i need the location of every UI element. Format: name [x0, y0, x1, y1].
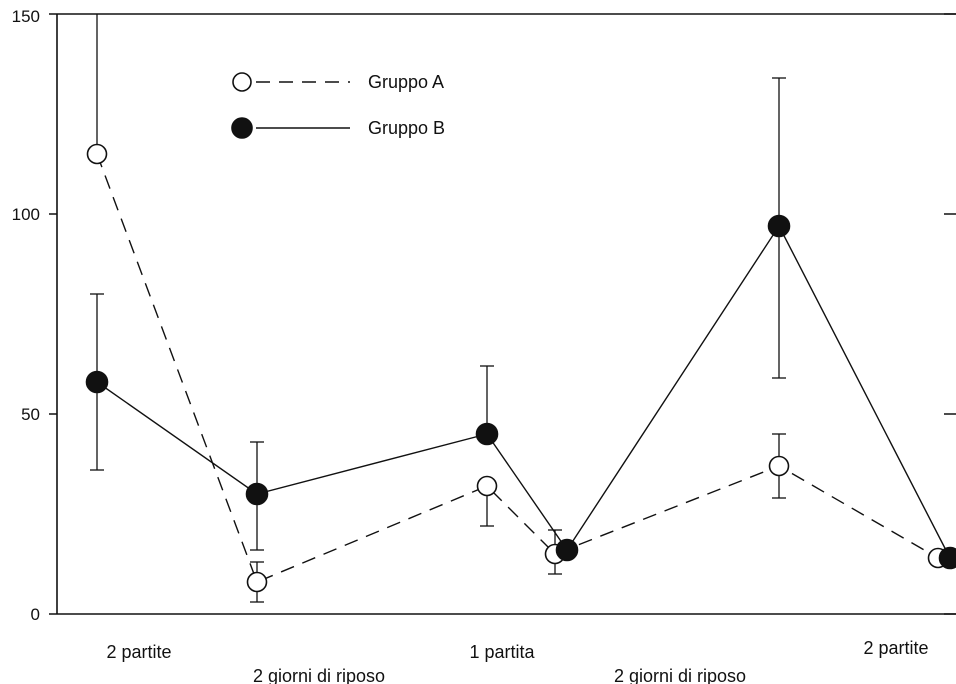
data-point-gruppo-b: [475, 422, 499, 446]
legend-label-gruppo-b: Gruppo B: [368, 118, 445, 138]
category-label: 1 partita: [469, 642, 535, 662]
data-point-gruppo-b: [555, 538, 579, 562]
data-point-gruppo-a: [86, 143, 108, 165]
series-line-gruppo-a: [96, 153, 939, 583]
series-line-gruppo-b: [96, 224, 951, 559]
legend-marker-gruppo-a: [232, 72, 252, 92]
data-point-gruppo-a: [768, 455, 790, 477]
y-tick-label: 0: [31, 605, 40, 624]
category-label: 2 partite: [863, 638, 928, 658]
y-ticks: [49, 13, 956, 615]
x-category-labels: 2 partite 2 giorni di riposo 1 partita 2 gi…: [106, 638, 928, 684]
data-point-gruppo-b: [938, 546, 956, 570]
data-point-gruppo-b: [85, 370, 109, 394]
category-label: 2 giorni di riposo: [614, 666, 746, 684]
y-tick-label: 100: [12, 205, 40, 224]
y-tick-label: 50: [21, 405, 40, 424]
data-point-gruppo-b: [767, 214, 791, 238]
y-tick-labels: 0 50 100 150: [12, 7, 40, 624]
legend-label-gruppo-a: Gruppo A: [368, 72, 444, 92]
category-label: 2 partite: [106, 642, 171, 662]
legend-marker-gruppo-b: [231, 117, 253, 139]
error-bars: [90, 14, 786, 603]
category-label: 2 giorni di riposo: [253, 666, 385, 684]
legend: Gruppo A Gruppo B: [231, 72, 445, 139]
data-point-gruppo-a: [246, 571, 268, 593]
series-lines: [96, 153, 951, 583]
data-markers: [85, 143, 956, 593]
data-point-gruppo-a: [476, 475, 498, 497]
y-tick-label: 150: [12, 7, 40, 26]
data-point-gruppo-b: [245, 482, 269, 506]
